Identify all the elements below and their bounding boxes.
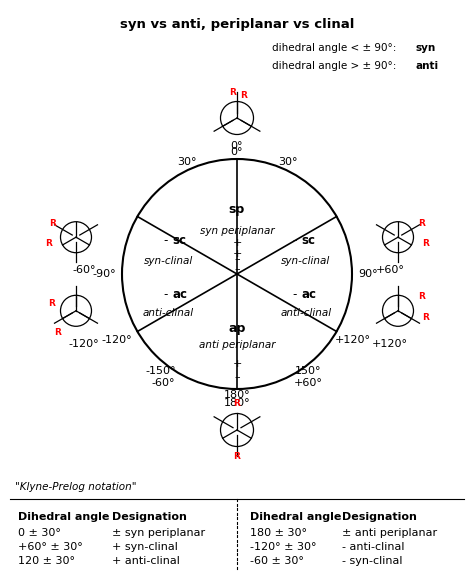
Text: - anti-clinal: - anti-clinal: [342, 542, 404, 552]
Text: 30°: 30°: [177, 157, 196, 167]
Text: + syn-clinal: + syn-clinal: [112, 542, 178, 552]
Text: +60° ± 30°: +60° ± 30°: [18, 542, 83, 552]
Text: 0°: 0°: [231, 147, 243, 157]
Text: syn: syn: [416, 43, 436, 53]
Text: -60 ± 30°: -60 ± 30°: [250, 556, 304, 566]
Text: 180°: 180°: [224, 390, 250, 400]
Text: dihedral angle > ± 90°:: dihedral angle > ± 90°:: [272, 61, 400, 71]
Text: Designation: Designation: [342, 512, 417, 522]
Text: -120° ± 30°: -120° ± 30°: [250, 542, 317, 552]
Text: ap: ap: [228, 321, 246, 335]
Text: –: –: [234, 265, 240, 274]
Text: R: R: [418, 292, 425, 301]
Text: - syn-clinal: - syn-clinal: [342, 556, 402, 566]
Text: anti-clinal: anti-clinal: [281, 308, 331, 318]
Text: –: –: [234, 254, 240, 264]
Text: syn-clinal: syn-clinal: [282, 256, 331, 266]
Text: 0 ± 30°: 0 ± 30°: [18, 528, 61, 538]
Text: Designation: Designation: [112, 512, 187, 522]
Text: 180 ± 30°: 180 ± 30°: [250, 528, 307, 538]
Text: 150°: 150°: [295, 366, 322, 376]
Text: sc: sc: [301, 234, 315, 247]
Text: syn-clinal: syn-clinal: [143, 256, 192, 266]
Text: -: -: [293, 288, 301, 301]
Text: + anti-clinal: + anti-clinal: [112, 556, 180, 566]
Text: R: R: [49, 219, 56, 228]
Text: ac: ac: [301, 288, 317, 301]
Text: ± anti periplanar: ± anti periplanar: [342, 528, 437, 538]
Text: R: R: [422, 313, 429, 321]
Text: R: R: [241, 91, 247, 100]
Text: ± syn periplanar: ± syn periplanar: [112, 528, 205, 538]
Text: 180°: 180°: [224, 398, 250, 408]
Text: R: R: [234, 452, 240, 461]
Text: dihedral angle < ± 90°:: dihedral angle < ± 90°:: [272, 43, 400, 53]
Text: 30°: 30°: [278, 157, 297, 167]
Text: 90°: 90°: [358, 269, 378, 279]
Text: 120 ± 30°: 120 ± 30°: [18, 556, 75, 566]
Text: R: R: [54, 328, 61, 337]
Text: -: -: [164, 288, 173, 301]
Text: anti periplanar: anti periplanar: [199, 340, 275, 350]
Text: ac: ac: [173, 288, 188, 301]
Text: -: -: [293, 234, 301, 247]
Text: Dihedral angle: Dihedral angle: [18, 512, 109, 522]
Text: R: R: [48, 299, 55, 307]
Text: R: R: [418, 219, 425, 228]
Text: -: -: [164, 234, 173, 247]
Text: anti: anti: [416, 61, 439, 71]
Text: -150°: -150°: [145, 366, 176, 376]
Text: syn vs anti, periplanar vs clinal: syn vs anti, periplanar vs clinal: [120, 18, 354, 31]
Text: +120°: +120°: [335, 335, 371, 345]
Text: sp: sp: [229, 203, 245, 216]
Text: -60°: -60°: [72, 265, 95, 275]
Text: R: R: [234, 399, 240, 408]
Text: +: +: [232, 359, 242, 369]
Text: -90°: -90°: [92, 269, 116, 279]
Text: R: R: [229, 88, 236, 97]
Text: +: +: [232, 250, 242, 259]
Text: "Klyne-Prelog notation": "Klyne-Prelog notation": [15, 482, 137, 492]
Text: syn periplanar: syn periplanar: [200, 226, 274, 236]
Text: anti-clinal: anti-clinal: [143, 308, 193, 318]
Text: -120°: -120°: [101, 335, 132, 345]
Text: +60°: +60°: [376, 265, 405, 275]
Text: R: R: [45, 239, 52, 248]
Text: +60°: +60°: [294, 378, 323, 388]
Text: -60°: -60°: [152, 378, 175, 388]
Text: 0°: 0°: [231, 141, 243, 151]
Text: -120°: -120°: [68, 339, 99, 349]
Text: +: +: [232, 238, 242, 248]
Text: sc: sc: [173, 234, 187, 247]
Text: –: –: [234, 372, 240, 383]
Text: +120°: +120°: [372, 339, 408, 349]
Text: R: R: [422, 239, 429, 248]
Text: Dihedral angle: Dihedral angle: [250, 512, 341, 522]
